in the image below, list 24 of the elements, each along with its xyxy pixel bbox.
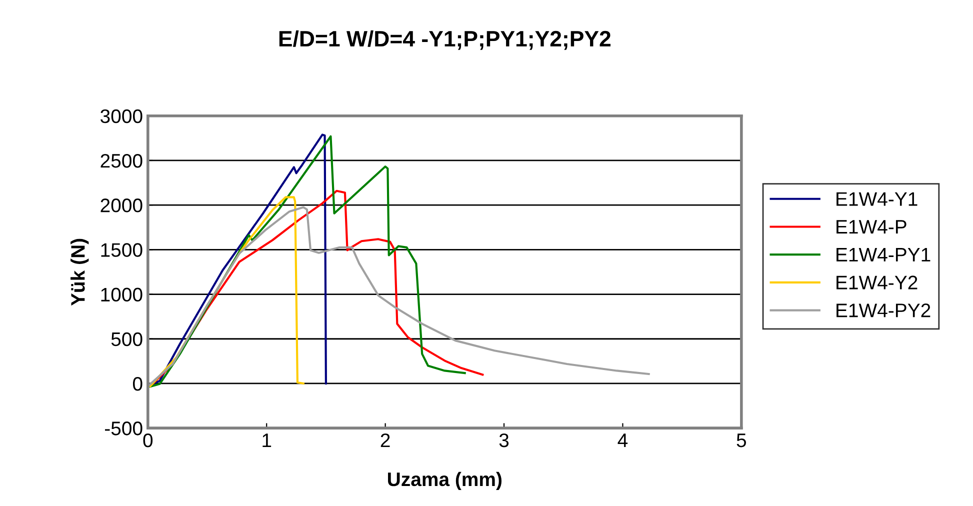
y-tick-label: 1500 — [101, 243, 142, 257]
y-tick-label: -500 — [104, 422, 142, 436]
y-tick-label: 2500 — [100, 154, 142, 168]
legend-label: E1W4-Y1 — [836, 192, 918, 206]
x-tick-label: 0 — [143, 433, 153, 448]
chart-title: E/D=1 W/D=4 -Y1;P;PY1;Y2;PY2 — [279, 30, 610, 50]
x-tick-label: 5 — [736, 434, 746, 448]
legend-label: E1W4-PY1 — [836, 248, 930, 262]
y-tick-label: 1000 — [101, 288, 142, 302]
x-tick-label: 4 — [618, 434, 628, 448]
legend-label: E1W4-P — [836, 220, 906, 234]
x-axis-title: Uzama (mm) — [388, 472, 502, 490]
x-tick-label: 3 — [499, 433, 509, 448]
legend-label: E1W4-Y2 — [836, 276, 918, 290]
legend-label: E1W4-PY2 — [836, 304, 930, 318]
x-tick-label: 1 — [262, 434, 272, 448]
y-tick-label: 0 — [132, 376, 142, 391]
x-tick-label: 2 — [380, 433, 390, 448]
line-series — [148, 206, 650, 388]
line-series — [149, 135, 466, 388]
y-tick-label: 500 — [111, 332, 142, 346]
y-axis-title: Yük (N) — [70, 238, 89, 306]
y-tick-label: 2000 — [100, 198, 142, 212]
y-tick-label: 3000 — [100, 109, 142, 124]
